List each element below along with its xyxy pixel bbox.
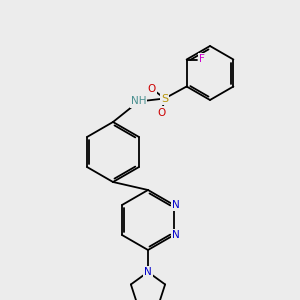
Text: N: N [172, 230, 180, 240]
Text: N: N [144, 267, 152, 277]
Text: N: N [144, 267, 152, 277]
Text: N: N [172, 200, 180, 210]
Text: O: O [158, 107, 166, 118]
Text: NH: NH [131, 97, 146, 106]
Text: F: F [199, 55, 205, 64]
Text: O: O [148, 83, 156, 94]
Text: S: S [161, 94, 168, 103]
